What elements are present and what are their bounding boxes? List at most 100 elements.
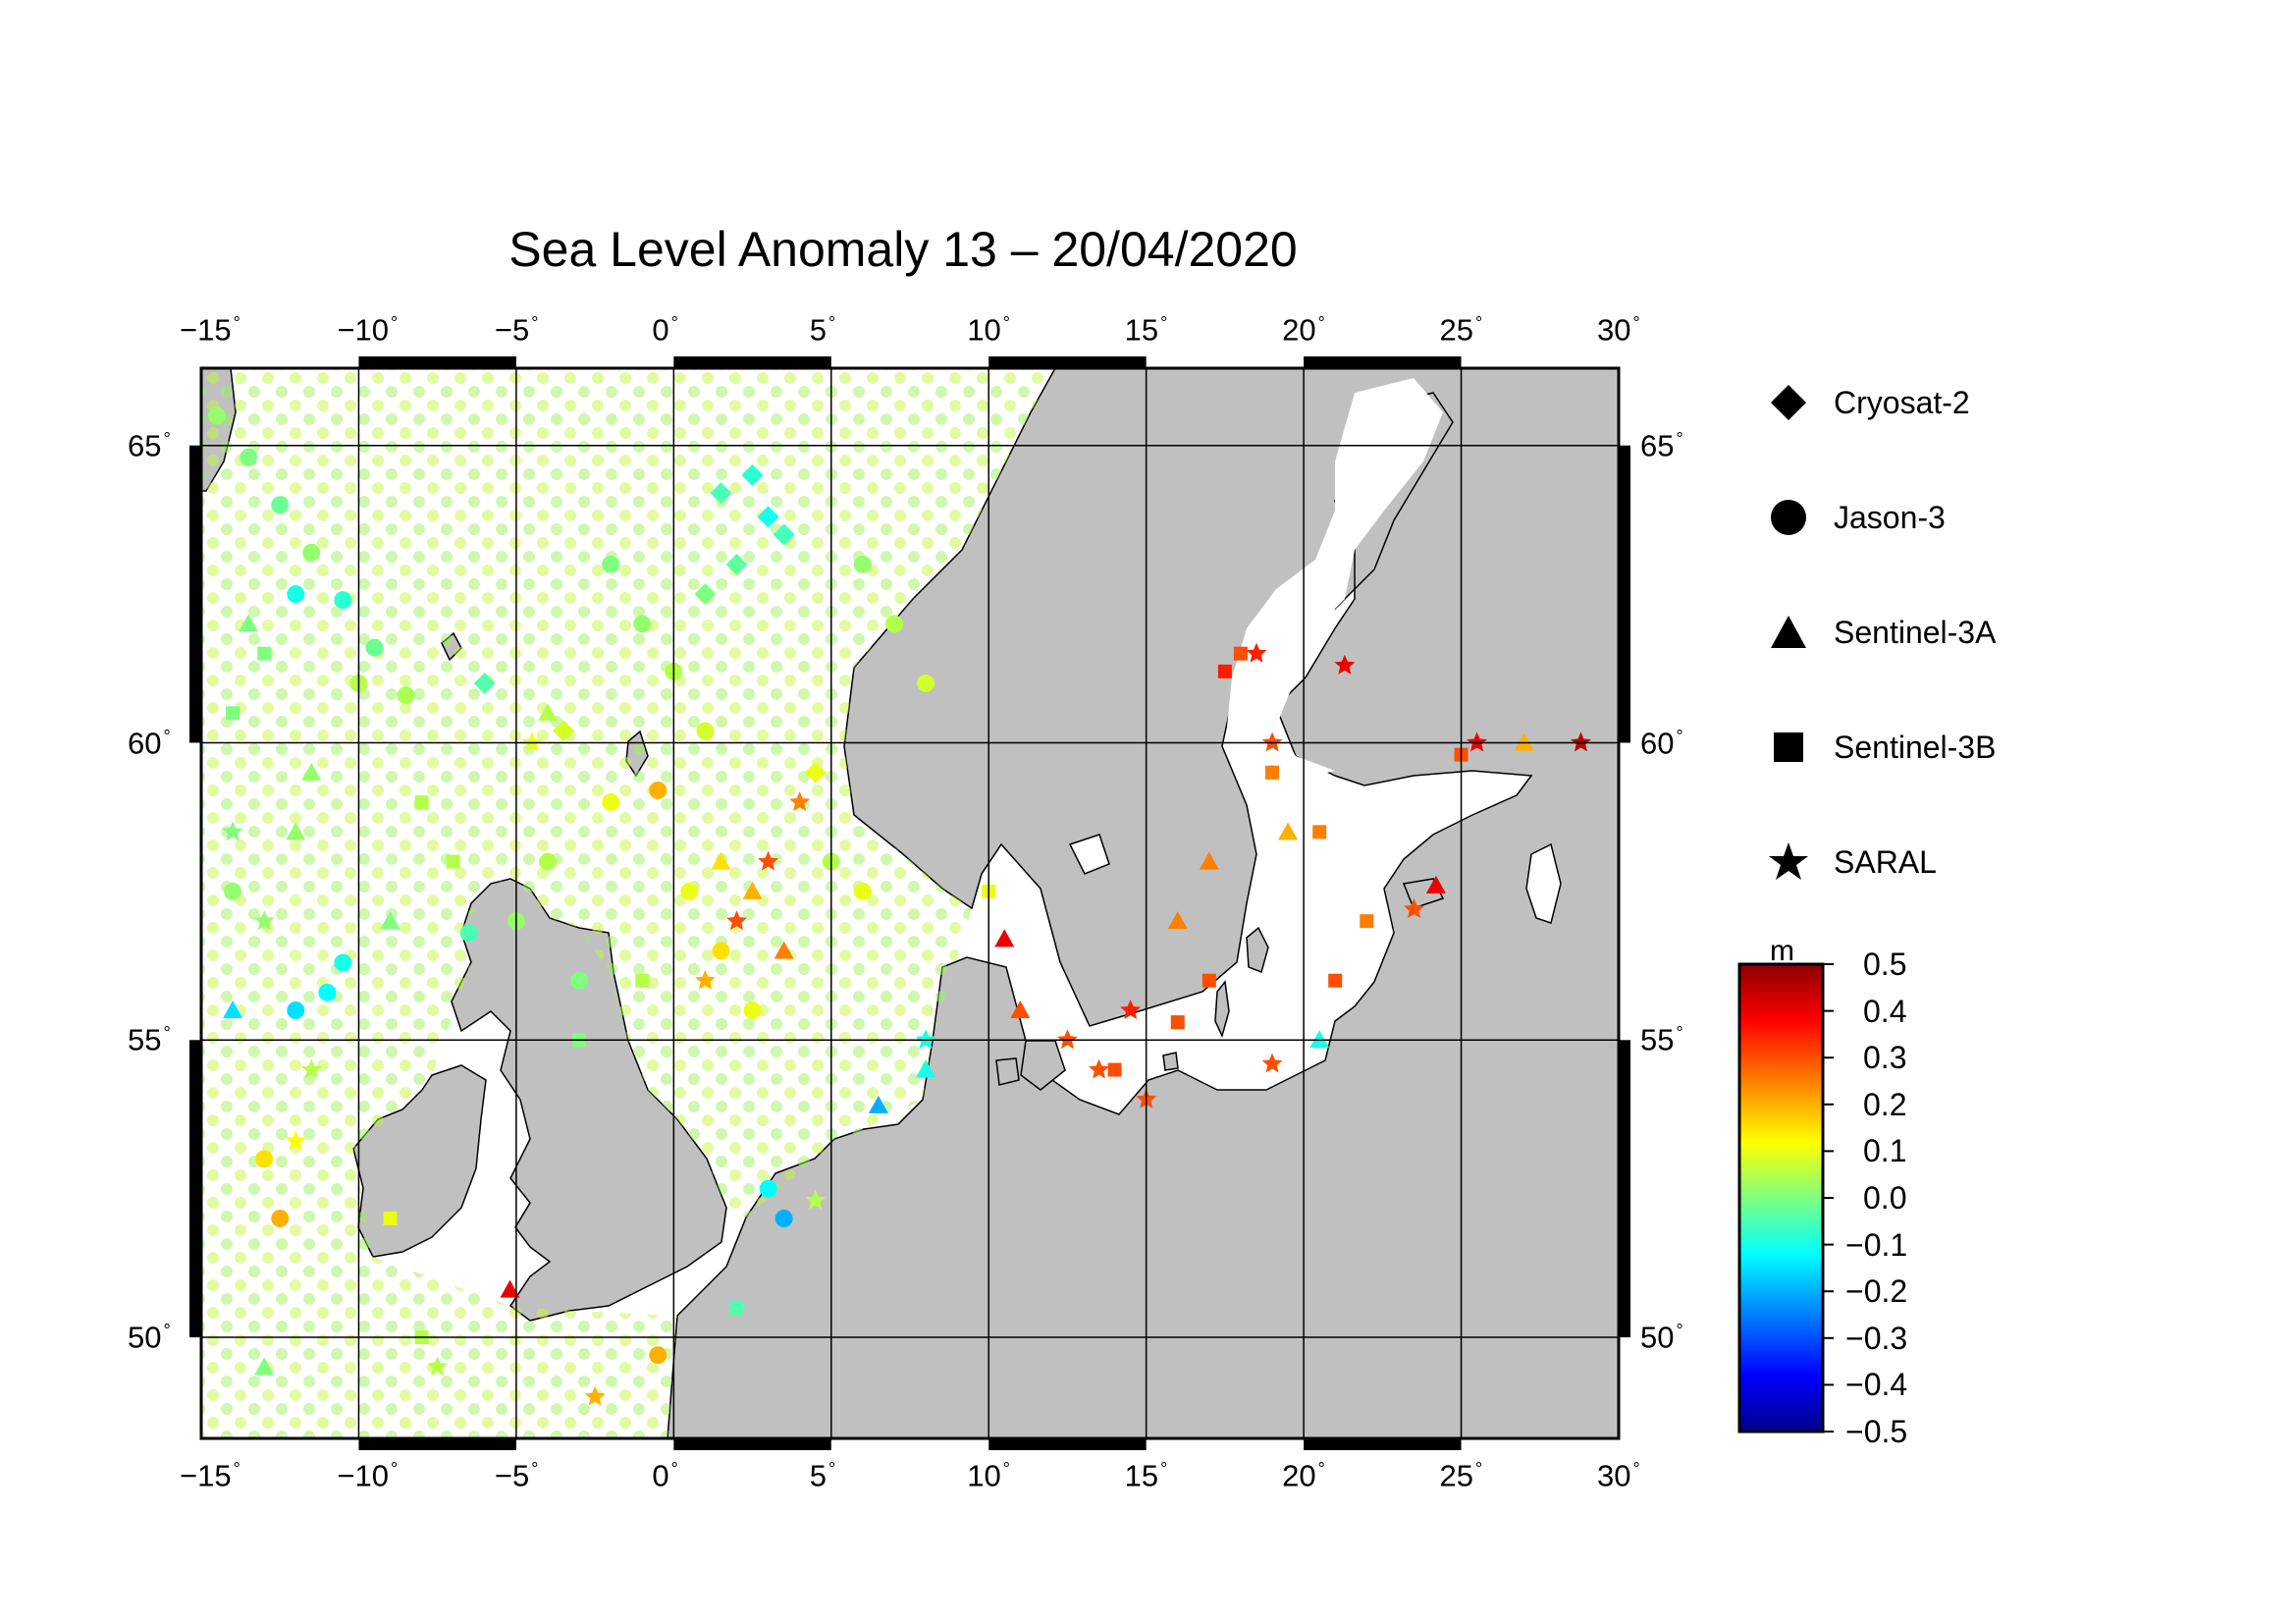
lon-tick-label: 30 ° — [1597, 312, 1640, 348]
marker-sentinel-3b — [1233, 646, 1248, 661]
marker-saral — [427, 1356, 449, 1377]
marker-saral — [222, 821, 243, 841]
marker-sentinel-3a — [916, 1059, 936, 1078]
marker-cryosat-2 — [804, 761, 827, 784]
marker-saral — [1261, 731, 1283, 752]
marker-sentinel-3a — [1309, 1030, 1330, 1049]
marker-saral — [758, 850, 779, 871]
colorbar-tick-label: −0.5 — [1845, 1414, 1908, 1449]
marker-sentinel-3b — [257, 646, 272, 661]
land-gotland — [1246, 926, 1269, 973]
marker-jason-3 — [208, 406, 227, 425]
marker-jason-3 — [287, 585, 305, 604]
lat-tick-label: 55 ° — [1640, 1022, 1683, 1057]
marker-saral — [695, 969, 716, 990]
colorbar-tick-label: 0.3 — [1863, 1040, 1907, 1076]
legend-item-sentinel3a: Sentinel-3A — [1767, 603, 1996, 662]
marker-saral — [1404, 898, 1424, 918]
lon-tick-label: 10 ° — [967, 312, 1010, 348]
land-funen — [995, 1057, 1020, 1086]
lon-tick-label: −10 ° — [337, 1458, 399, 1493]
marker-sentinel-3a — [239, 614, 259, 632]
marker-sentinel-3a — [1199, 851, 1219, 870]
frame-bar — [673, 356, 831, 368]
colorbar-tick-label: −0.2 — [1845, 1273, 1908, 1310]
land-bornholm — [1162, 1052, 1179, 1071]
lat-tick-label: 60 ° — [1640, 725, 1683, 760]
lon-tick-label: 25 ° — [1439, 1458, 1483, 1493]
frame-bar — [189, 445, 201, 743]
gulf-bothnia — [1227, 378, 1443, 785]
marker-jason-3 — [774, 1209, 793, 1227]
marker-saral — [285, 1130, 306, 1151]
marker-saral — [1089, 1058, 1109, 1079]
marker-saral — [253, 910, 275, 931]
marker-jason-3 — [287, 1001, 305, 1019]
marker-sentinel-3b — [1360, 914, 1374, 929]
marker-jason-3 — [302, 543, 321, 562]
legend-label: Sentinel-3A — [1834, 614, 1997, 650]
marker-sentinel-3b — [729, 1300, 744, 1315]
circle-icon — [1771, 500, 1806, 535]
legend-label: Jason-3 — [1834, 499, 1946, 535]
frame-bar — [358, 1438, 516, 1450]
marker-sentinel-3a — [1278, 822, 1299, 840]
frame-bar — [358, 356, 516, 368]
marker-jason-3 — [602, 555, 620, 573]
marker-sentinel-3b — [414, 795, 429, 810]
marker-sentinel-3b — [1201, 973, 1216, 988]
colorbar-tick-label: −0.1 — [1845, 1226, 1908, 1263]
legend-item-jason: Jason-3 — [1767, 488, 1946, 547]
lon-tick-label: 5 ° — [809, 312, 836, 348]
marker-sentinel-3b — [1217, 664, 1232, 678]
marker-cryosat-2 — [710, 482, 732, 505]
land-oland — [1214, 980, 1230, 1039]
marker-jason-3 — [759, 1179, 777, 1198]
lon-tick-label: 20 ° — [1282, 312, 1325, 348]
marker-jason-3 — [538, 852, 557, 871]
colorbar-tick-label: 0.1 — [1863, 1133, 1907, 1169]
square-icon — [1774, 732, 1803, 762]
marker-jason-3 — [696, 722, 715, 740]
marker-sentinel-3b — [1170, 1015, 1185, 1030]
lat-tick-label: 55 ° — [128, 1022, 171, 1057]
lon-tick-label: −15 ° — [180, 312, 240, 348]
marker-cryosat-2 — [725, 553, 748, 575]
frame-bars — [189, 356, 1630, 1450]
marker-sentinel-3a — [500, 1279, 520, 1298]
marker-sentinel-3a — [774, 941, 794, 959]
marker-saral — [915, 1029, 936, 1050]
marker-saral — [1261, 1053, 1283, 1073]
marker-sentinel-3a — [380, 911, 400, 930]
lon-tick-label: −15 ° — [180, 1458, 240, 1493]
lake-vanern — [1068, 834, 1110, 875]
lon-tick-label: 0 ° — [652, 312, 678, 348]
marker-jason-3 — [743, 1001, 762, 1019]
marker-jason-3 — [917, 674, 935, 692]
frame-bar — [988, 356, 1147, 368]
marker-jason-3 — [680, 882, 699, 900]
marker-saral — [584, 1385, 606, 1406]
marker-jason-3 — [649, 1346, 667, 1365]
data-points — [208, 406, 1591, 1406]
lon-tick-label: 20 ° — [1282, 1458, 1325, 1493]
marker-cryosat-2 — [694, 583, 717, 606]
colorbar-tick-label: 0.4 — [1863, 993, 1907, 1029]
legend-item-sentinel3b: Sentinel-3B — [1767, 718, 1996, 777]
marker-jason-3 — [334, 953, 352, 972]
marker-sentinel-3b — [635, 973, 650, 988]
marker-jason-3 — [853, 555, 872, 573]
marker-cryosat-2 — [773, 523, 795, 546]
star-icon — [1769, 842, 1808, 880]
frame-bar — [988, 1438, 1147, 1450]
colorbar-tick-label: 0.5 — [1863, 947, 1907, 982]
marker-jason-3 — [633, 615, 652, 633]
marker-jason-3 — [255, 1150, 274, 1168]
marker-sentinel-3b — [1265, 765, 1280, 780]
marker-sentinel-3a — [994, 929, 1015, 947]
lon-tick-label: −5 ° — [494, 1458, 539, 1493]
frame-bar — [1304, 356, 1462, 368]
marker-sentinel-3b — [1107, 1062, 1122, 1077]
land-masses — [201, 368, 1619, 1438]
marker-sentinel-3a — [1167, 911, 1188, 930]
